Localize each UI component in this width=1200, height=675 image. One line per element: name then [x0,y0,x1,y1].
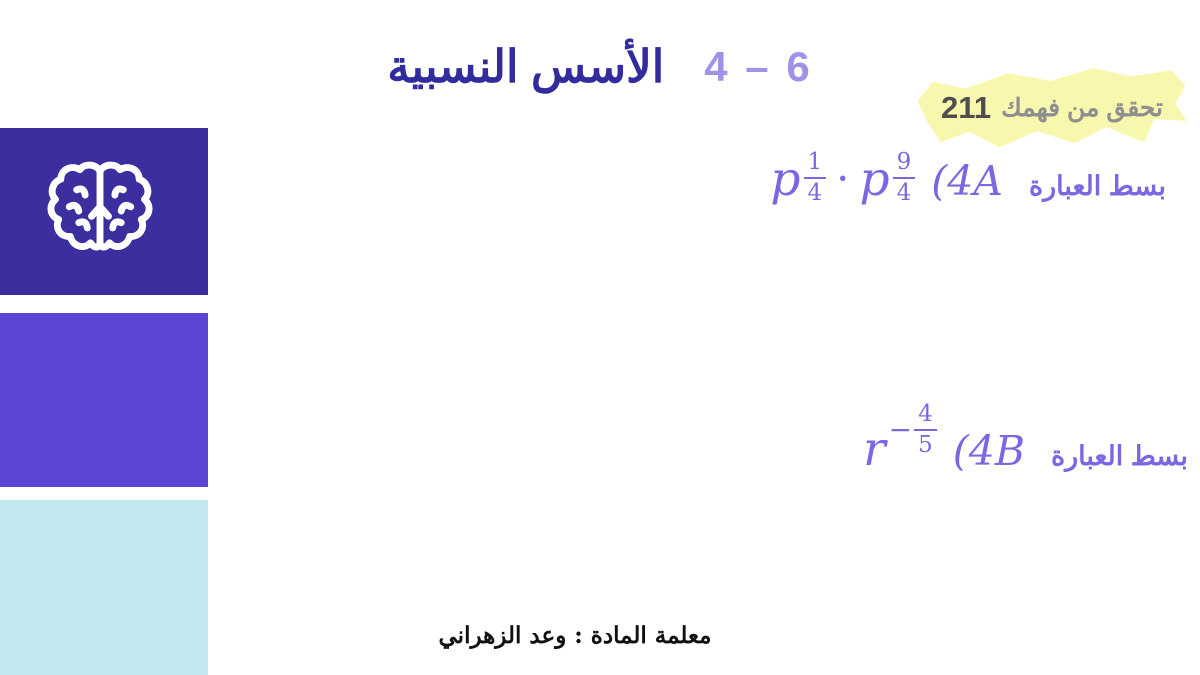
math-base: p [770,152,801,207]
multiplication-dot: · [836,154,850,203]
decor-block-cyan [0,500,208,675]
decor-block-purple [0,313,208,487]
problem-label: (4B [952,427,1025,476]
fraction-numerator: 4 [914,402,937,431]
lesson-number: 4 – 6 [704,42,813,90]
badge-content: تحقق من فهمك 211 [918,68,1186,148]
expression-4a: p 1 4 · p 9 4 [770,150,916,207]
problem-label: (4A [931,157,1003,205]
title-row: الأسس النسبية 4 – 6 [0,40,1200,93]
negative-sign: − [888,413,913,447]
page-title: الأسس النسبية [387,41,665,92]
fraction-numerator: 9 [892,150,916,179]
expression-4b: r −4 5 [863,402,937,477]
fraction-numerator: 1 [803,150,827,179]
problem-prompt: بسط العبارة [1050,441,1188,472]
check-understanding-badge: تحقق من فهمك 211 [918,68,1186,148]
fraction-denominator: 5 [918,431,933,458]
teacher-credit: معلمة المادة : وعد الزهراني [438,622,712,649]
math-exponent: −4 5 [889,402,937,458]
problem-4b: r −4 5 بسط العبارة (4B [863,402,1188,478]
badge-label: تحقق من فهمك [1001,94,1163,122]
problem-4a: p 1 4 · p 9 4 بسط العبارة(4A [770,150,1166,207]
fraction-denominator: 4 [896,179,912,206]
math-base: r [863,422,886,478]
math-base: p [859,152,890,207]
badge-page-number: 211 [941,90,992,125]
problem-prompt: بسط العبارة [1028,171,1166,201]
fraction-denominator: 4 [807,179,823,206]
brain-icon [47,158,156,264]
